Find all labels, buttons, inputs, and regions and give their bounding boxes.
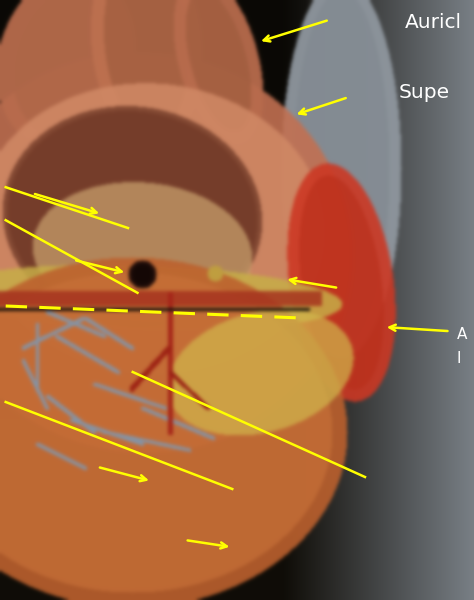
Text: I: I	[456, 351, 461, 366]
Text: A: A	[456, 327, 467, 342]
Text: Auricl: Auricl	[405, 13, 462, 32]
Text: Supe: Supe	[398, 83, 449, 102]
